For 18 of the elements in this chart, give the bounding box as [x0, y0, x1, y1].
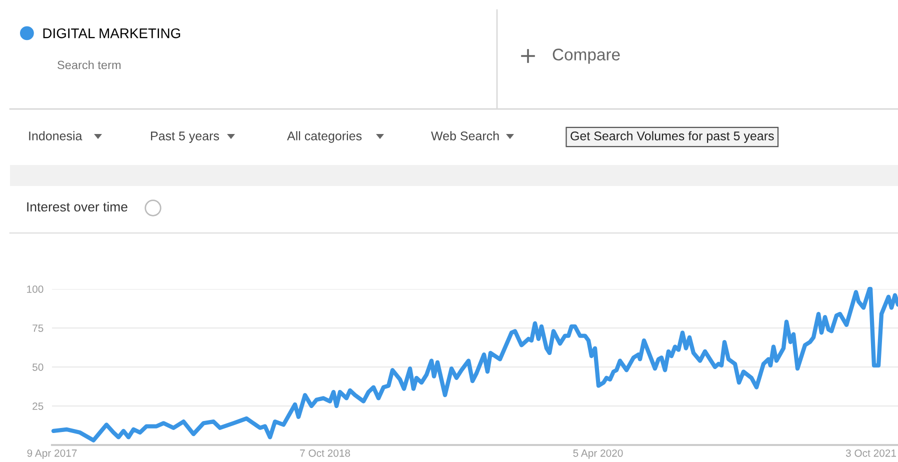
text: Indonesia [29, 131, 82, 140]
line-series [51, 286, 898, 442]
legend-label: DIGITAL MARKETING [43, 28, 180, 38]
y-tick-label: 50 [32, 364, 44, 371]
x-tick-label: 3 Oct 2021 [846, 449, 896, 457]
text: Past 5 years [151, 132, 220, 143]
y-tick-label: 25 [32, 402, 44, 410]
chart-title: Interest over time [27, 202, 128, 212]
text: Get Search Volumes for past 5 years [570, 131, 774, 143]
x-tick-label: 5 Apr 2020 [573, 449, 623, 459]
text: Search term [58, 60, 121, 70]
y-tick-label: 100 [27, 286, 44, 293]
x-tick-label: 9 Apr 2017 [27, 449, 77, 459]
y-tick-label: 75 [32, 324, 44, 332]
text: Web Search [431, 131, 499, 140]
x-tick-label: 7 Oct 2018 [300, 449, 350, 457]
text: Compare [552, 48, 620, 64]
text: All categories [287, 131, 362, 143]
